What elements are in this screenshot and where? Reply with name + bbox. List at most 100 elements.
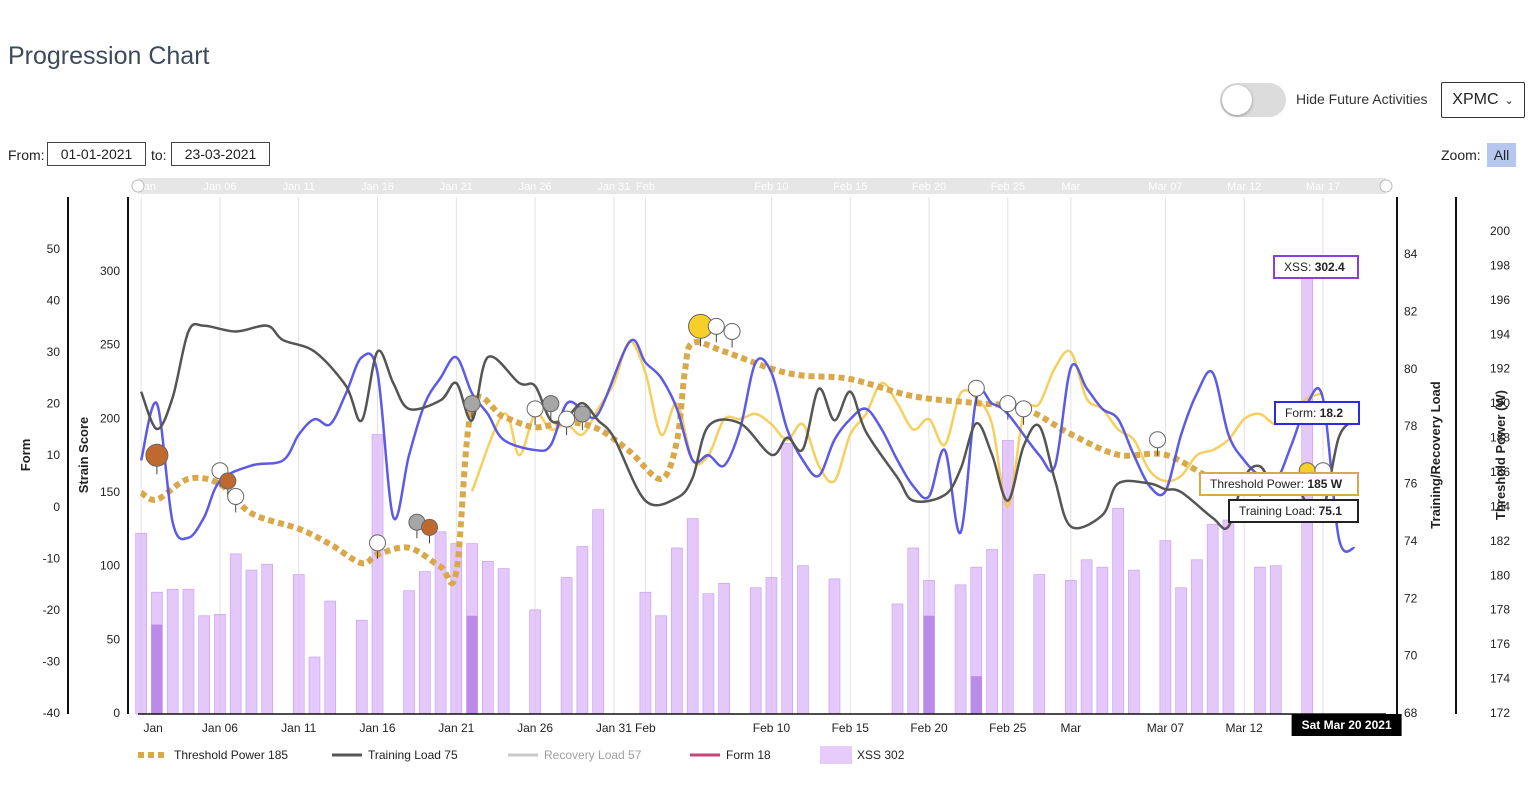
x-tick-label: Mar 17 [1304,721,1342,735]
activity-marker-white[interactable] [526,400,544,418]
xss-bar [418,571,431,715]
threshold-tick-label: 188 [1490,431,1510,445]
strain-tick-label: 150 [100,485,120,499]
navigator-tick-label[interactable]: Mar 17 [1306,181,1340,193]
xss-bar [639,591,652,715]
activity-marker-white[interactable] [211,462,229,480]
threshold-tick-label: 194 [1490,327,1510,341]
activity-marker-white[interactable] [558,410,576,428]
navigator-tick-label[interactable]: Feb [636,181,655,193]
activity-marker-white[interactable] [999,395,1017,413]
activity-marker-gold[interactable] [688,313,714,339]
activity-marker-grey[interactable] [573,405,591,423]
hover-date-box [1291,714,1402,736]
activity-marker-gold[interactable] [1298,462,1316,480]
legend-swatch[interactable] [820,746,852,764]
x-tick-label: Jan 11 [281,721,316,735]
activity-marker-white[interactable] [227,487,245,505]
to-date-input[interactable] [171,142,270,166]
training-tooltip-value: 75.1 [1319,504,1343,518]
hover-date-label: Sat Mar 20 2021 [1302,718,1392,732]
xss-bar [702,593,715,715]
form-axis-title: Form [18,439,33,472]
threshold-power-line [139,339,1323,586]
navigator-tick-label[interactable]: Jan [138,181,156,193]
xss-bar [907,547,920,715]
xss-bar [1222,519,1235,715]
activity-marker-white[interactable] [1015,400,1033,418]
from-date-input[interactable] [47,142,146,166]
navigator-tick-label[interactable]: Feb 10 [754,181,788,193]
legend-label[interactable]: XSS 302 [857,748,905,762]
activity-marker-white[interactable] [1149,431,1167,449]
navigator-handle-left[interactable] [131,179,145,193]
activity-marker-bronze[interactable] [421,518,439,536]
form-tooltip-label: Form: [1285,406,1320,420]
navigator-strip[interactable] [138,178,1386,194]
navigator-handle-right[interactable] [1379,179,1393,193]
navigator-tick-label[interactable]: Jan 11 [283,181,315,193]
xss-bar [403,590,415,715]
xss-bar [954,584,967,715]
training-tick-label: 76 [1404,477,1418,491]
legend-label[interactable]: Training Load 75 [368,748,458,762]
navigator-tick-label[interactable]: Feb 20 [912,181,946,193]
form-tick-label: -20 [43,603,61,617]
toggle-knob[interactable] [1222,85,1252,115]
x-tick-label: Mar 07 [1147,721,1185,735]
threshold-tick-label: 196 [1490,293,1510,307]
activity-markers[interactable] [145,313,1332,559]
activity-marker-grey[interactable] [463,395,481,413]
activity-marker-bronze[interactable] [219,472,237,490]
activity-marker-white[interactable] [723,322,741,340]
navigator-tick-label[interactable]: Feb 25 [991,181,1025,193]
navigator-tick-label[interactable]: Mar 12 [1227,181,1261,193]
grid [140,197,1324,714]
form-tooltip-value: 18.2 [1320,406,1344,420]
navigator-tick-label[interactable]: Mar [1061,181,1080,193]
threshold-tooltip-text: Threshold Power: 185 W [1210,477,1343,491]
xss-bar [1096,566,1109,715]
hide-future-toggle[interactable] [1220,83,1286,117]
xss-bar [828,578,841,715]
navigator-tick-label[interactable]: Jan 16 [361,181,394,193]
xss-intensity-bar [151,624,163,714]
activity-marker-grey[interactable] [542,395,560,413]
chevron-down-icon: ⌄ [1504,94,1514,107]
xss-bar [655,615,667,715]
xss-bar [1128,569,1140,715]
navigator-tick-label[interactable]: Jan 21 [440,181,473,193]
activity-marker-white[interactable] [707,317,725,335]
xss-bar [166,588,179,715]
xss-bar [1002,440,1014,715]
navigator-tick-label[interactable]: Jan 26 [519,181,552,193]
activity-marker-white[interactable] [967,379,985,397]
page-title: Progression Chart [8,42,210,70]
navigator-tick-label[interactable]: Mar 07 [1148,181,1182,193]
form-tick-label: -30 [43,654,61,668]
x-tick-label: Jan 06 [202,721,238,735]
strain-tick-label: 100 [100,559,120,573]
legend-label[interactable]: Recovery Load 57 [544,748,642,762]
navigator[interactable]: Jan Jan 06 Jan 11 Jan 16 Jan 21 Jan 26 Jan 31 F… [131,178,1393,194]
legend[interactable]: Threshold Power 185 Training Load 75 Recov… [138,746,905,764]
navigator-tick-label[interactable]: Jan 06 [203,181,236,193]
xss-bar [450,543,463,715]
xss-bar [371,434,384,715]
activity-marker-white[interactable] [369,534,387,552]
legend-label[interactable]: Threshold Power 185 [174,748,288,762]
activity-marker-grey[interactable] [408,513,426,531]
legend-label[interactable]: Form 18 [726,748,771,762]
threshold-tick-label: 180 [1490,568,1510,582]
navigator-tick-label[interactable]: Feb 15 [833,181,867,193]
xss-tooltip-box [1273,255,1359,279]
xss-bar [198,615,210,715]
activity-marker-bronze[interactable] [1251,472,1269,490]
activity-marker-white[interactable] [1314,462,1332,480]
zoom-all-button[interactable]: All [1487,143,1516,167]
metric-select[interactable]: XPMC ⌄ [1441,82,1525,118]
navigator-tick-label[interactable]: Jan 31 [597,181,630,193]
xss-bar [529,609,541,715]
activity-marker-bronze[interactable] [145,443,169,467]
